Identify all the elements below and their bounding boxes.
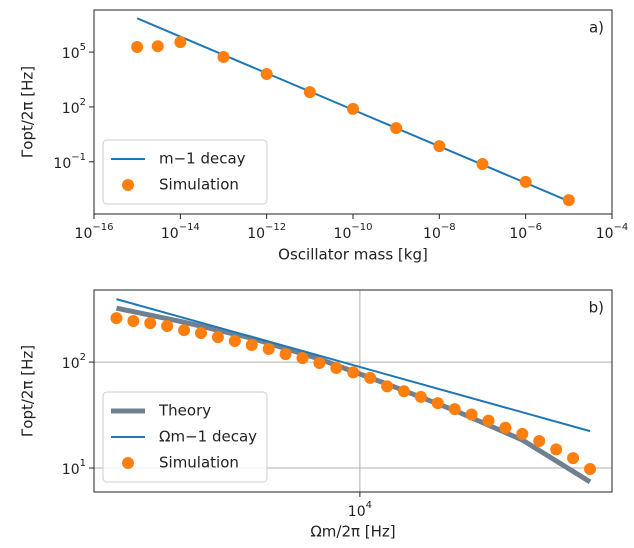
y-tick-label: 101 (62, 458, 86, 478)
annotation: a) (589, 19, 604, 37)
point (245, 338, 258, 351)
point (431, 397, 444, 410)
point (279, 348, 292, 361)
point (364, 371, 377, 384)
point (482, 414, 495, 427)
point (313, 357, 326, 370)
point (151, 40, 164, 53)
line (116, 298, 591, 433)
point (516, 427, 529, 440)
x-tick-label: 10−14 (161, 222, 200, 242)
point (260, 68, 273, 81)
point (174, 36, 187, 49)
plot-area (131, 17, 575, 207)
y-tick-label: 102 (62, 97, 86, 117)
point (433, 140, 446, 153)
y-tick-label: 10−1 (53, 152, 86, 172)
x-axis-label: Ωm/2π [Hz] (310, 523, 395, 541)
point (448, 403, 461, 416)
point (347, 102, 359, 115)
point (217, 50, 230, 63)
point (499, 421, 512, 434)
legend-swatch (122, 457, 134, 469)
point (127, 315, 140, 328)
x-tick-label: 10−12 (247, 222, 286, 242)
annotation: b) (589, 299, 604, 317)
point (161, 320, 174, 333)
point (211, 331, 224, 344)
point (476, 157, 489, 170)
point (465, 408, 478, 421)
legend-label: Theory (158, 402, 211, 420)
point (194, 327, 207, 340)
point (131, 40, 144, 53)
point (550, 443, 563, 456)
legend-label: m−1 decay (159, 150, 246, 168)
point (584, 462, 597, 475)
point (262, 342, 275, 355)
point (144, 317, 157, 330)
point (414, 390, 427, 403)
legend-box (102, 139, 268, 205)
point (296, 352, 309, 365)
point (567, 452, 580, 465)
x-tick-label: 10−8 (423, 222, 456, 242)
point (110, 312, 123, 325)
point (519, 175, 532, 188)
point (390, 122, 403, 135)
y-tick-label: 102 (62, 352, 86, 372)
point (347, 366, 360, 379)
x-tick-label: 10−6 (509, 222, 542, 242)
y-axis-label: Γopt/2π [Hz] (19, 345, 37, 437)
point (562, 194, 575, 207)
point (228, 335, 241, 348)
point (303, 86, 316, 99)
legend-label: Simulation (159, 176, 239, 194)
x-axis-label: Oscillator mass [kg] (278, 246, 428, 264)
legend-label: Ωm−1 decay (159, 428, 257, 446)
x-tick-label: 104 (348, 500, 372, 520)
point (381, 380, 394, 393)
x-tick-label: 10−4 (596, 222, 629, 242)
axes-frame (93, 9, 613, 215)
y-tick-label: 105 (62, 42, 86, 62)
axes-frame (93, 289, 613, 493)
point (330, 361, 343, 374)
point (178, 324, 191, 337)
point (397, 385, 410, 398)
plot-area (110, 298, 597, 485)
legend-box (102, 391, 268, 483)
point (533, 434, 546, 447)
x-tick-label: 10−16 (75, 222, 114, 242)
legend-label: Simulation (159, 454, 239, 472)
y-axis-label: Γopt/2π [Hz] (19, 66, 37, 158)
legend-swatch (122, 179, 134, 191)
x-tick-label: 10−10 (334, 222, 373, 242)
